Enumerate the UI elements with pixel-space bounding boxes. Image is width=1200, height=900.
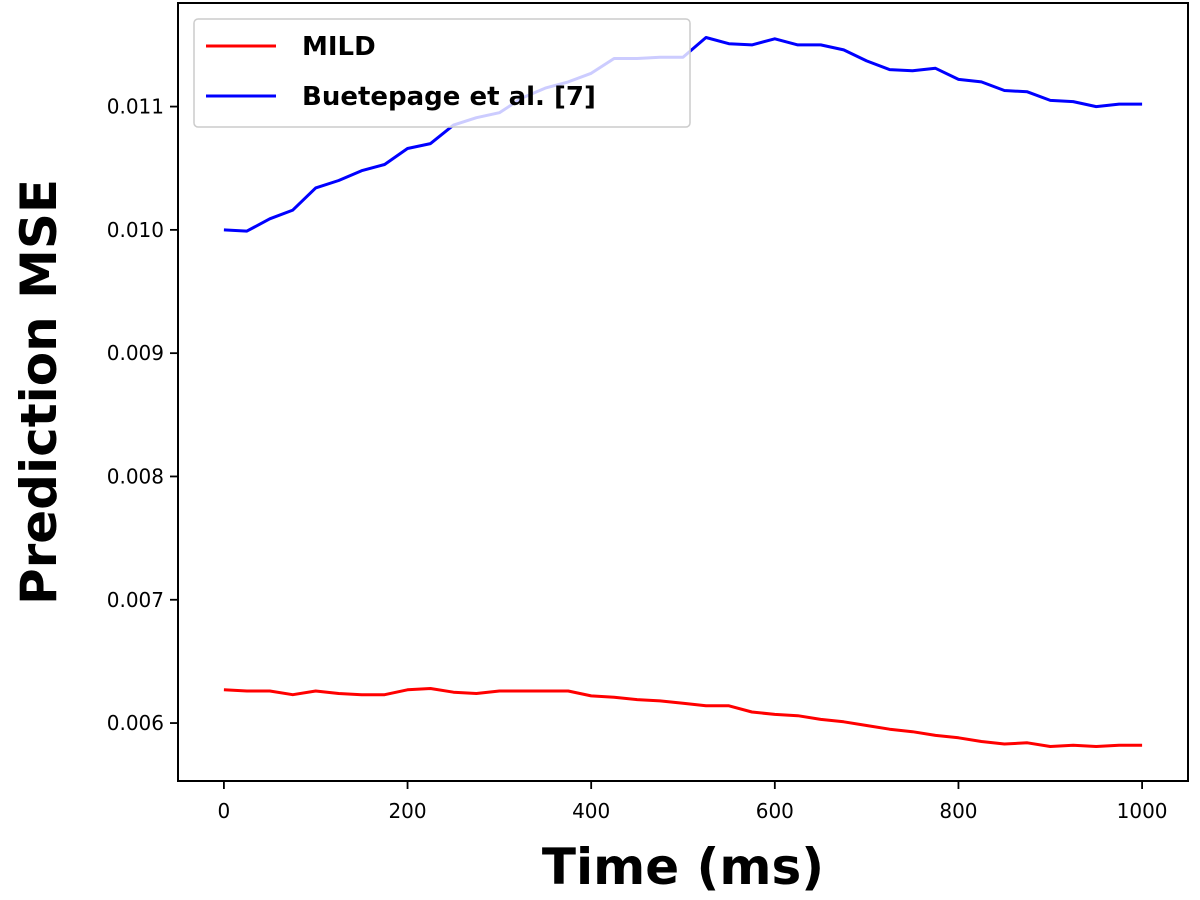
y-tick-label: 0.006 [107, 711, 164, 735]
y-tick-label: 0.008 [107, 464, 164, 488]
x-tick-label: 800 [939, 799, 977, 823]
x-tick-label: 0 [218, 799, 231, 823]
y-tick-label: 0.007 [107, 588, 164, 612]
legend-label-mild: MILD [302, 32, 376, 62]
legend: MILD Buetepage et al. [7] [193, 18, 691, 128]
x-axis-ticks: 0 200 400 600 800 1000 [218, 781, 1168, 823]
legend-box [193, 18, 691, 128]
plot-frame [177, 2, 1189, 782]
y-tick-label: 0.009 [107, 341, 164, 365]
y-axis-label: Prediction MSE [10, 179, 68, 605]
series-line-mild [223, 687, 1143, 748]
y-tick-label: 0.010 [107, 218, 164, 242]
legend-label-buetepage: Buetepage et al. [7] [302, 82, 596, 112]
series-layer [223, 36, 1143, 748]
x-axis-label: Time (ms) [542, 838, 824, 896]
x-tick-label: 200 [388, 799, 426, 823]
y-tick-label: 0.011 [107, 95, 164, 119]
y-axis-ticks: 0.006 0.007 0.008 0.009 0.010 0.011 [107, 95, 178, 735]
x-tick-label: 400 [572, 799, 610, 823]
x-tick-label: 1000 [1117, 799, 1168, 823]
x-tick-label: 600 [756, 799, 794, 823]
